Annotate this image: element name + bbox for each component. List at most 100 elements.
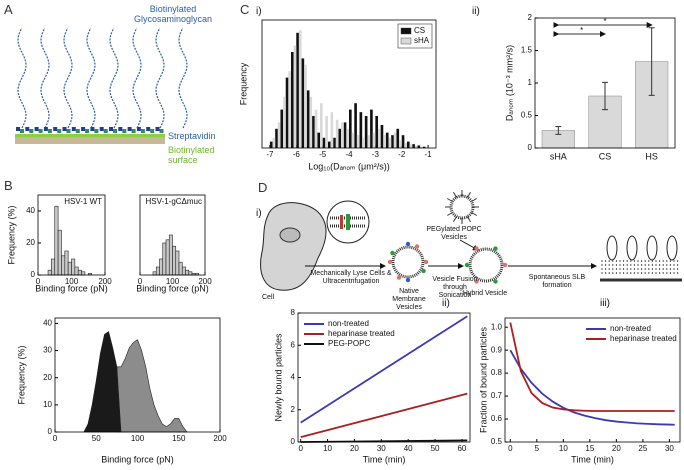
histogram-bar (54, 205, 59, 276)
glycan-chain (17, 27, 27, 129)
histogram-bar (181, 266, 186, 276)
line (509, 322, 675, 412)
histogram-bar (77, 269, 82, 276)
native-label: Native Membrane Vesicles (392, 288, 426, 312)
peg-chain (453, 216, 457, 222)
histogram-bar (404, 142, 407, 148)
x-tick-label: 5 (535, 444, 540, 453)
x-tick-label: 0 (53, 434, 58, 443)
histogram-bar (301, 58, 305, 148)
histogram-bar (349, 109, 352, 148)
x-axis-title: Binding force (pN) (136, 283, 209, 293)
streptavidin (90, 127, 95, 131)
histogram-bar (380, 124, 384, 148)
histogram-bar (401, 135, 405, 148)
sub-label: iii) (600, 298, 610, 309)
histogram-bar (155, 266, 160, 276)
x-tick-label: CS (599, 151, 612, 161)
streptavidin (99, 127, 104, 131)
histogram-bar (322, 137, 326, 148)
protein-label: Streptavidin (168, 131, 216, 141)
streptavidin (53, 127, 58, 131)
streptavidin (47, 129, 52, 133)
peg-label: PEGylated POPC Vesicles (426, 226, 482, 242)
legend-label: non-treated (328, 319, 369, 328)
membrane-protein (464, 262, 470, 268)
glycan-chain (178, 27, 188, 129)
vesicle (468, 247, 504, 283)
histogram-bar (370, 109, 373, 148)
histogram-bar (165, 239, 170, 276)
membrane-protein (387, 259, 393, 265)
glycan-chain (40, 27, 50, 129)
streptavidin (103, 129, 108, 133)
legend-label: CS (414, 26, 425, 35)
histogram-bar (330, 112, 334, 148)
histogram-bar (314, 109, 318, 148)
diagram-d (260, 190, 682, 291)
histogram-bar (162, 242, 167, 276)
y-tick-label: 0.7 (491, 391, 503, 400)
histogram-bar (275, 128, 278, 148)
histogram-bar (280, 109, 284, 148)
histogram-bar (327, 141, 331, 148)
step-label: Vesicle Fusion through Sonication (432, 276, 478, 300)
histogram-bar (64, 250, 69, 276)
x-tick-label: 150 (172, 434, 186, 443)
histogram-bar (354, 103, 357, 148)
histogram-bar (414, 145, 418, 148)
streptavidin (136, 127, 141, 131)
histogram-bar (317, 132, 320, 148)
x-axis-title: Binding force (pN) (101, 454, 174, 464)
protein (626, 235, 638, 261)
plot-frame (261, 19, 437, 149)
y-tick-label: 20 (43, 373, 52, 382)
streptavidin (38, 129, 43, 133)
streptavidin (57, 129, 62, 133)
glycan-chain (132, 27, 142, 129)
histogram-bar (185, 269, 190, 276)
x-axis-title: Binding force (pN) (35, 283, 108, 293)
membrane-protein (493, 279, 498, 284)
x-tick-label: -6 (293, 150, 301, 159)
streptavidin (146, 127, 151, 131)
y-tick-label: 1.0 (491, 322, 503, 331)
histogram-bar (175, 250, 180, 276)
x-tick-label: 10 (559, 444, 568, 453)
streptavidin (66, 129, 71, 133)
y-tick-label: 1.5 (521, 46, 533, 55)
histogram-bar (296, 32, 299, 148)
x-tick-label: 0 (138, 277, 143, 286)
x-tick-label: 200 (98, 277, 112, 286)
x-tick-label: -4 (345, 150, 353, 159)
histogram-bar (333, 137, 336, 148)
histogram-bar (277, 122, 281, 148)
x-tick-label: 40 (404, 444, 413, 453)
histogram-bar (320, 103, 323, 148)
histogram-bar (335, 119, 339, 148)
y-tick-label: 0.5 (521, 111, 533, 120)
area (116, 339, 188, 433)
y-tick-label: 8 (291, 308, 296, 317)
x-tick-label: 20 (350, 444, 359, 453)
streptavidin (16, 127, 20, 131)
histogram-bar (283, 96, 286, 148)
histogram-bar (285, 77, 289, 148)
membrane-protein (390, 250, 395, 256)
peg-chain (453, 192, 457, 198)
y-tick-label: 0.6 (491, 414, 503, 423)
significance-label: * (603, 17, 606, 26)
streptavidin (85, 129, 90, 133)
legend-label: non-treated (610, 324, 651, 333)
protein (340, 215, 343, 229)
glycan-label: Biotinylated Glycosaminoglycan (133, 4, 213, 25)
x-tick-label: 30 (377, 444, 386, 453)
histogram-bar (409, 144, 413, 148)
streptavidin (81, 127, 86, 131)
membrane-protein (474, 246, 479, 251)
streptavidin (150, 129, 155, 133)
step-label: Mechanically Lyse Cells & Ultracentrifug… (310, 270, 392, 286)
vesicle (391, 245, 425, 279)
y-tick-label: 2 (291, 405, 296, 414)
histogram-bar (362, 137, 365, 148)
